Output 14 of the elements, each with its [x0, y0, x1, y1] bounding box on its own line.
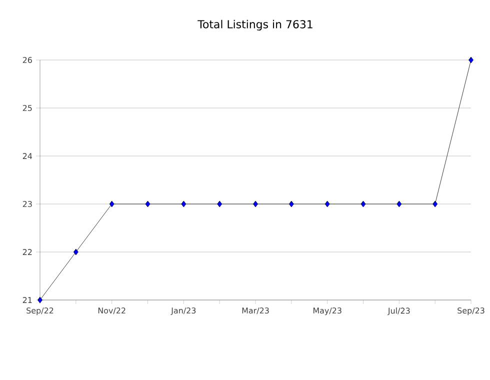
point	[396, 200, 402, 208]
point	[253, 200, 258, 208]
point	[324, 200, 330, 208]
point	[145, 200, 150, 208]
point	[360, 200, 366, 208]
point	[468, 56, 474, 64]
point	[73, 248, 78, 256]
point	[38, 296, 42, 304]
point	[288, 200, 294, 208]
point	[432, 200, 438, 208]
chart-title: Total Listings in 7631	[198, 20, 312, 30]
point	[109, 200, 114, 208]
point	[181, 200, 186, 208]
point	[217, 200, 222, 208]
